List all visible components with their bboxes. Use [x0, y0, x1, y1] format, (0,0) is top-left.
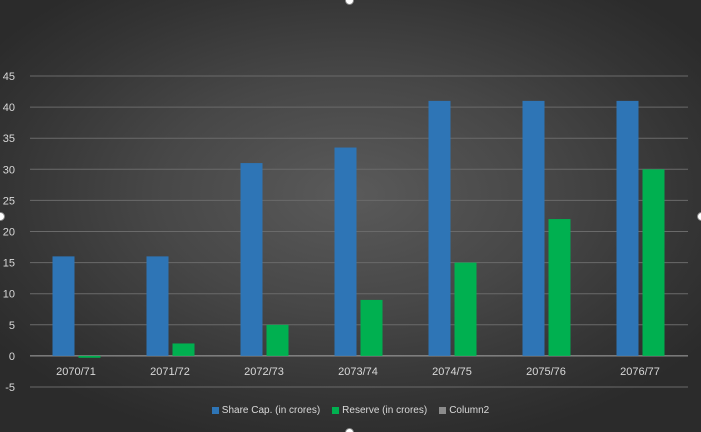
- legend-item-reserve: Reserve (in crores): [332, 405, 427, 416]
- legend-swatch-reserve: [332, 407, 340, 414]
- bar-share-cap: [334, 147, 357, 356]
- resize-handle-top[interactable]: [345, 0, 354, 5]
- y-tick-label: 15: [3, 258, 15, 270]
- legend-swatch-column2: [439, 407, 447, 414]
- legend-item-column2: Column2: [439, 405, 489, 416]
- y-tick-label: 45: [3, 71, 15, 83]
- bar-share-cap: [52, 256, 75, 356]
- x-tick-label: 2070/71: [56, 366, 96, 378]
- x-tick-label: 2074/75: [432, 366, 472, 378]
- chart-legend: Share Cap. (in crores) Reserve (in crore…: [0, 405, 701, 416]
- bar-reserve: [548, 219, 571, 356]
- y-tick-label: 40: [3, 102, 15, 114]
- y-tick-label: 30: [3, 164, 15, 176]
- legend-swatch-share-cap: [211, 407, 219, 414]
- x-tick-label: 2073/74: [338, 366, 378, 378]
- resize-handle-left[interactable]: [0, 212, 5, 221]
- y-tick-label: 5: [9, 320, 15, 332]
- y-tick-label: 10: [3, 289, 15, 301]
- x-tick-label: 2071/72: [150, 366, 190, 378]
- bar-share-cap: [616, 100, 639, 356]
- bar-reserve: [78, 355, 101, 358]
- legend-label-reserve: Reserve (in crores): [342, 405, 428, 416]
- bar-reserve: [266, 324, 289, 356]
- x-tick-label: 2072/73: [244, 366, 284, 378]
- bar-share-cap: [522, 100, 545, 356]
- x-tick-label: 2076/77: [620, 366, 660, 378]
- bar-share-cap: [428, 100, 451, 356]
- bar-share-cap: [240, 163, 263, 356]
- resize-handle-right[interactable]: [697, 212, 701, 221]
- legend-label-share-cap: Share Cap. (in crores): [221, 405, 321, 416]
- y-tick-label: 25: [3, 195, 15, 207]
- y-tick-label: 0: [9, 351, 15, 363]
- y-tick-label: 35: [3, 133, 15, 145]
- bar-reserve: [360, 299, 383, 356]
- bar-reserve: [642, 169, 665, 356]
- bar-reserve: [454, 262, 477, 356]
- x-tick-label: 2075/76: [526, 366, 566, 378]
- resize-handle-bottom[interactable]: [345, 428, 354, 432]
- y-tick-label: -5: [5, 382, 15, 394]
- y-tick-label: 20: [3, 227, 15, 239]
- bar-share-cap: [146, 256, 169, 356]
- legend-label-column2: Column2: [449, 405, 490, 416]
- bar-reserve: [172, 343, 195, 356]
- legend-item-share-cap: Share Cap. (in crores): [211, 405, 321, 416]
